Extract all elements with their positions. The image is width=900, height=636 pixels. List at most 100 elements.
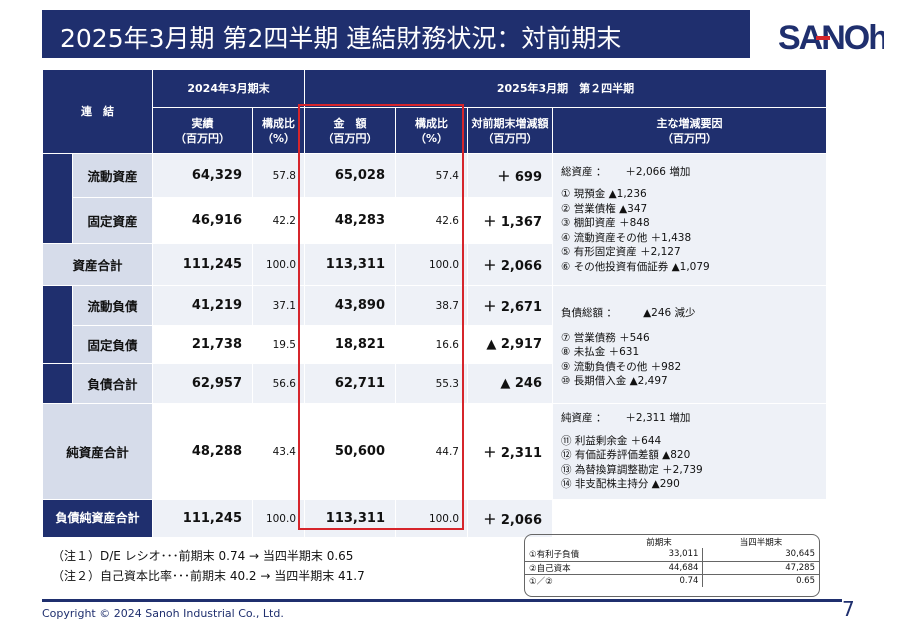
diff-header: 対前期末増減額 （百万円）: [467, 107, 553, 154]
spacer: [561, 426, 818, 434]
factor-line: ⑩ 長期借入金 ▲2,497: [561, 375, 668, 388]
unit-label: （百万円）: [662, 131, 718, 145]
col-cur: 当四半期末: [739, 537, 783, 548]
factor-line: ④ 流動資産その他 ＋1,438: [561, 231, 692, 244]
balance-sheet-table: 連 結 2024年3月期末 2025年3月期 第２四半期 実績 （百万円） 構成比…: [42, 69, 828, 538]
prev-value: 41,219: [152, 285, 253, 326]
cur-value: 18,821: [304, 325, 396, 364]
diff-value: ＋ 2,066: [467, 243, 553, 286]
unit-label: （%）: [261, 131, 296, 145]
prev-pct: 56.6: [252, 363, 305, 404]
mini-row-label: ①有利子負債: [525, 548, 615, 562]
factor-line: 総資産 ： ＋2,066 増加: [561, 165, 691, 178]
diff-value: ＋ 2,311: [467, 403, 553, 500]
empty-cell: [551, 499, 828, 538]
factor-line: ⑨ 流動負債その他 ＋982: [561, 360, 682, 373]
page-number: 7: [842, 597, 855, 621]
svg-text:SANOh: SANOh: [778, 19, 884, 56]
mini-prev: 0.74: [679, 575, 699, 586]
diff-value: ▲ 246: [467, 363, 553, 404]
unit-label: （百万円）: [322, 131, 378, 145]
row-label: 資産合計: [42, 243, 153, 286]
cur-value: 113,311: [304, 243, 396, 286]
factor-line: ① 現預金 ▲1,236: [561, 188, 647, 201]
copyright: Copyright © 2024 Sanoh Industrial Co., L…: [42, 607, 284, 620]
cur-value: 62,711: [304, 363, 396, 404]
table-row: 負債純資産合計 111,245 100.0 113,311 100.0 ＋ 2,…: [42, 499, 828, 538]
cur-amount-label: 金 額: [333, 116, 367, 130]
cur-pct: 57.4: [395, 153, 468, 198]
factor-line: ⑬ 為替換算調整勘定 ＋2,739: [561, 463, 703, 476]
unit-label: （百万円）: [482, 131, 538, 145]
spacer: [561, 179, 818, 187]
mini-prev: 33,011: [615, 548, 703, 562]
asset-factors: 総資産 ： ＋2,066 増加 ① 現預金 ▲1,236 ② 営業債権 ▲347…: [551, 153, 828, 286]
diff-value: ▲ 2,917: [467, 325, 553, 364]
table-row: 負債合計 62,957 56.6 62,711 55.3 ▲ 246: [42, 363, 827, 404]
factor-line: ⑪ 利益剰余金 ＋644: [561, 434, 662, 447]
row-label: 純資産合計: [42, 403, 153, 500]
table-row: 流動負債 41,219 37.1 43,890 38.7 ＋ 2,671 負債総…: [42, 285, 828, 404]
note-1: （注１）D/E レシオ･･･前期末 0.74 → 当四半期末 0.65: [52, 549, 354, 563]
diff-value: ＋ 699: [467, 153, 553, 198]
row-label: 流動負債: [72, 285, 153, 326]
cur-pct: 42.6: [395, 197, 468, 244]
footer-rule: [42, 599, 842, 602]
page-title: 2025年3月期 第2四半期 連結財務状況：対前期末: [60, 24, 622, 53]
factor-line: ⑫ 有価証券評価差額 ▲820: [561, 449, 691, 462]
empty-cell: [525, 535, 615, 548]
factors-label: 主な増減要因: [656, 116, 723, 130]
title-bar: 2025年3月期 第2四半期 連結財務状況：対前期末: [42, 10, 750, 58]
prev-pct: 19.5: [252, 325, 305, 364]
cur-pct: 38.7: [395, 285, 468, 326]
cur-ratio-header: 構成比 （%）: [395, 107, 468, 154]
net-asset-factors: 純資産 ： ＋2,311 増加 ⑪ 利益剰余金 ＋644 ⑫ 有価証券評価差額 …: [551, 403, 828, 500]
cur-amount-header: 金 額（百万円）: [304, 107, 396, 154]
cur-pct: 44.7: [395, 403, 468, 500]
cur-pct: 16.6: [395, 325, 468, 364]
table-row: 固定資産 46,916 42.2 48,283 42.6 ＋ 1,367: [43, 197, 827, 244]
prev-value: 62,957: [152, 363, 253, 404]
row-label: 固定資産: [72, 197, 153, 244]
mini-prev: 44,684: [615, 561, 703, 575]
cur-pct: 55.3: [395, 363, 468, 404]
table-row: 固定負債 21,738 19.5 18,821 16.6 ▲ 2,917: [43, 325, 827, 364]
prev-pct: 37.1: [252, 285, 305, 326]
cur-value: 50,600: [304, 403, 396, 500]
factor-line: 純資産 ： ＋2,311 増加: [561, 412, 691, 425]
prev-actual-header: 実績 （百万円）: [152, 107, 253, 154]
diff-value: ＋ 2,671: [467, 285, 553, 326]
row-label: 負債純資産合計: [42, 499, 153, 538]
cur-pct: 100.0: [395, 243, 468, 286]
factor-line: ⑤ 有形固定資産 ＋2,127: [561, 246, 681, 259]
cur-period-header: 2025年3月期 第２四半期: [303, 69, 828, 108]
table-row: 流動資産 64,329 57.8 65,028 57.4 ＋ 699 総資産 ：…: [42, 153, 828, 286]
prev-pct: 100.0: [252, 499, 305, 538]
factor-line: ⑧ 未払金 ＋631: [561, 346, 640, 359]
mini-cur: 0.65: [702, 574, 819, 587]
factor-line: ⑥ その他投資有価証券 ▲1,079: [561, 260, 710, 273]
corner-label: 連 結: [42, 69, 153, 154]
prev-value: 48,288: [152, 403, 253, 500]
prev-value: 21,738: [152, 325, 253, 364]
prev-ratio-label: 構成比: [262, 116, 295, 130]
factor-line: ⑦ 営業債務 ＋546: [561, 331, 650, 344]
factor-line: 負債総額 ： ▲246 減少: [561, 307, 696, 320]
diff-value: ＋ 2,066: [467, 499, 553, 538]
table-row: 資産合計 111,245 100.0 113,311 100.0 ＋ 2,066: [42, 243, 827, 286]
indent-bar: [42, 363, 73, 404]
liability-factors: 負債総額 ： ▲246 減少 ⑦ 営業債務 ＋546 ⑧ 未払金 ＋631 ⑨ …: [551, 285, 828, 404]
cur-value: 113,311: [304, 499, 396, 538]
prev-pct: 43.4: [252, 403, 305, 500]
row-label: 流動資産: [72, 153, 153, 198]
diff-label: 対前期末増減額: [471, 116, 549, 130]
prev-value: 46,916: [152, 197, 253, 244]
mini-cur: 47,285: [702, 561, 819, 575]
cur-value: 65,028: [304, 153, 396, 198]
prev-actual-label: 実績: [191, 116, 214, 130]
de-ratio-table: 前期末 当四半期末 ①有利子負債 33,011 30,645 ②自己資本 44,…: [524, 534, 820, 597]
prev-period-header: 2024年3月期末: [152, 69, 305, 108]
factor-line: ③ 棚卸資産 ＋848: [561, 217, 650, 230]
factor-line: ② 営業債権 ▲347: [561, 202, 648, 215]
prev-value: 111,245: [152, 243, 253, 286]
